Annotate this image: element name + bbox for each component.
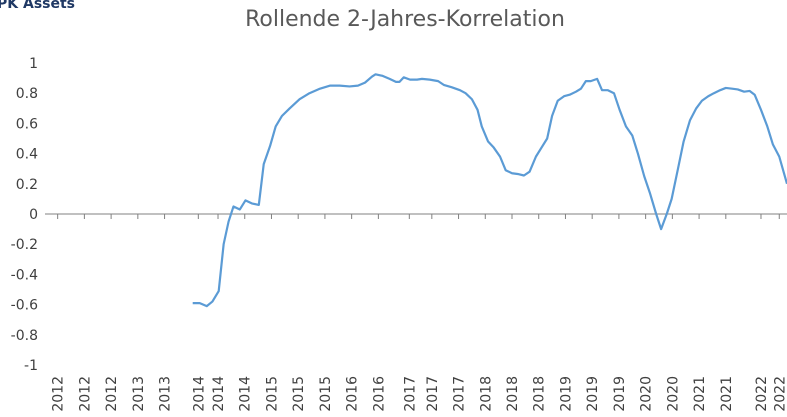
x-tick-label: 2021 <box>719 376 735 412</box>
y-tick-label: -0.6 <box>11 298 38 314</box>
chart-title: Rollende 2-Jahres-Korrelation <box>245 7 565 32</box>
y-tick-label: -0.8 <box>11 328 38 344</box>
x-tick-label: 2018 <box>505 376 521 412</box>
x-tick-label: 2020 <box>665 376 681 412</box>
x-tick-label: 2013 <box>158 376 174 412</box>
x-tick-label: 2012 <box>77 376 93 412</box>
y-tick-label: -1 <box>24 358 38 374</box>
x-tick-label: 2014 <box>238 376 254 412</box>
x-tick-label: 2019 <box>612 376 628 412</box>
y-tick-label: 1 <box>29 56 38 72</box>
x-tick-label: 2015 <box>264 376 280 412</box>
x-tick-label: 2013 <box>131 376 147 412</box>
x-tick-label: 2018 <box>532 376 548 412</box>
x-tick-label: 2014 <box>191 376 207 412</box>
x-tick-label: 2017 <box>402 376 418 412</box>
x-tick-label: 2014 <box>211 376 227 412</box>
x-tick-label: 2019 <box>585 376 601 412</box>
x-tick-label: 2017 <box>425 376 441 412</box>
y-tick-label: 0.2 <box>16 177 38 193</box>
x-tick-label: 2017 <box>452 376 468 412</box>
x-tick-label: 2015 <box>291 376 307 412</box>
x-tick-label: 2012 <box>104 376 120 412</box>
x-tick-label: 2018 <box>478 376 494 412</box>
brand: PK Assets <box>0 0 75 12</box>
x-tick-label: 2016 <box>371 376 387 412</box>
y-tick-label: 0.8 <box>16 86 38 102</box>
y-tick-label: -0.4 <box>11 267 38 283</box>
y-tick-label: -0.2 <box>11 237 38 253</box>
x-tick-label: 2022 <box>754 376 770 412</box>
y-tick-label: 0.4 <box>16 147 38 163</box>
y-tick-label: 0 <box>29 207 38 223</box>
line-series <box>192 73 787 308</box>
x-tick-label: 2012 <box>51 376 67 412</box>
x-tick-label: 2022 <box>772 376 787 412</box>
x-tick-label: 2016 <box>345 376 361 412</box>
x-tick-label: 2020 <box>639 376 655 412</box>
x-tick-label: 2015 <box>318 376 334 412</box>
x-tick-label: 2019 <box>558 376 574 412</box>
y-tick-label: 0.6 <box>16 116 38 132</box>
x-tick-label: 2021 <box>692 376 708 412</box>
